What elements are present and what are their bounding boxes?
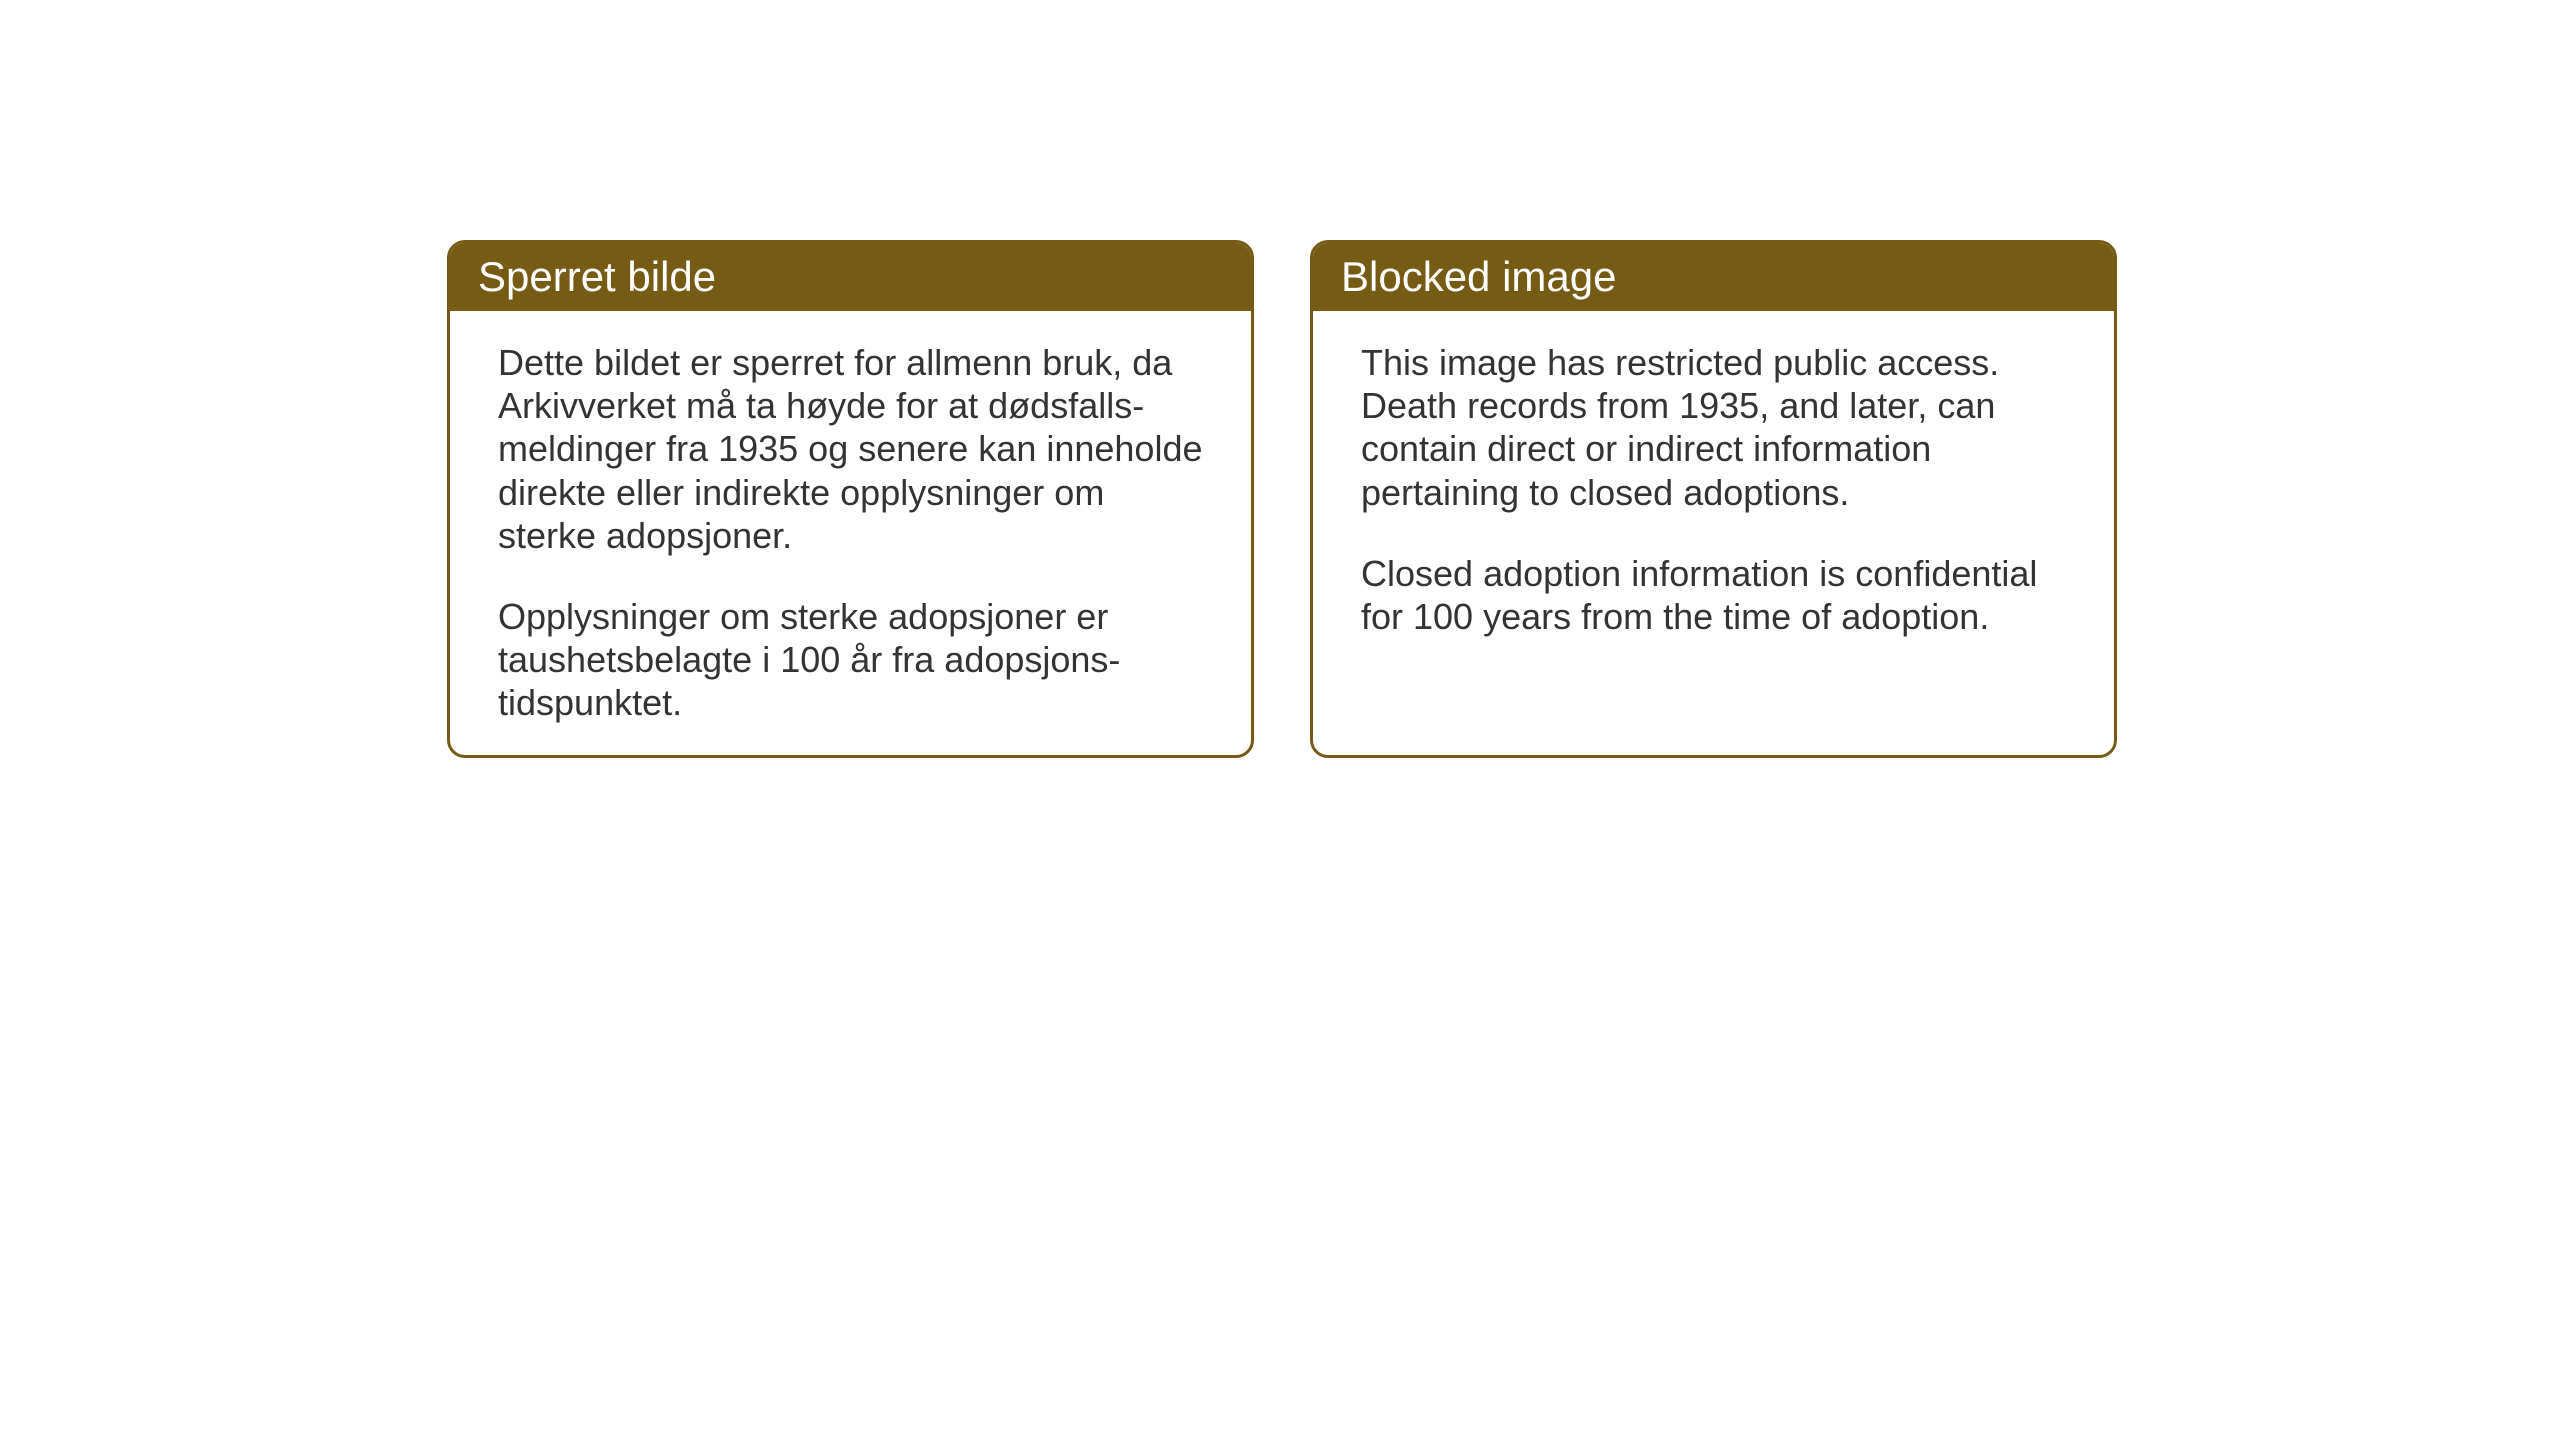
english-paragraph-1: This image has restricted public access.… — [1361, 341, 2066, 514]
norwegian-card: Sperret bilde Dette bildet er sperret fo… — [447, 240, 1254, 758]
norwegian-card-title: Sperret bilde — [450, 243, 1251, 311]
norwegian-paragraph-2: Opplysninger om sterke adopsjoner er tau… — [498, 595, 1203, 725]
norwegian-card-body: Dette bildet er sperret for allmenn bruk… — [450, 311, 1251, 755]
cards-container: Sperret bilde Dette bildet er sperret fo… — [0, 0, 2560, 758]
english-card: Blocked image This image has restricted … — [1310, 240, 2117, 758]
english-card-body: This image has restricted public access.… — [1313, 311, 2114, 668]
english-paragraph-2: Closed adoption information is confident… — [1361, 552, 2066, 638]
english-card-title: Blocked image — [1313, 243, 2114, 311]
norwegian-paragraph-1: Dette bildet er sperret for allmenn bruk… — [498, 341, 1203, 557]
